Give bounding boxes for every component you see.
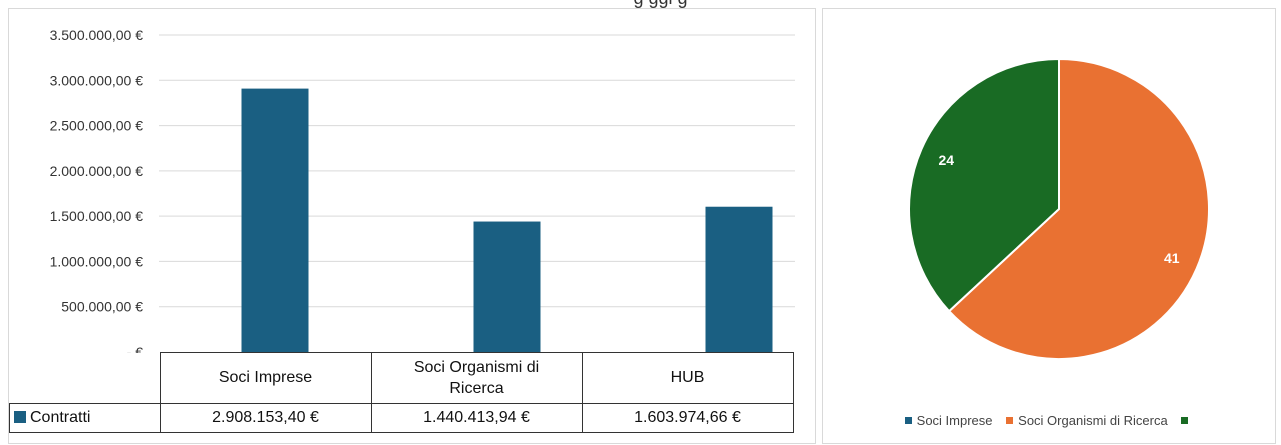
chart-title-clipped: g ggi g: [0, 0, 1281, 8]
y-tick-label: 2.500.000,00 €: [50, 118, 144, 134]
pie-data-label-1: 41: [1164, 250, 1180, 266]
legend-swatch-1: [1006, 417, 1014, 424]
bar-1: [473, 221, 541, 352]
y-tick-label: 1.500.000,00 €: [50, 208, 144, 224]
bar-0: [241, 88, 309, 352]
data-table-header-row: Soci Imprese Soci Organismi di Ricerca H…: [9, 352, 794, 404]
legend-item-1: Soci Organismi di Ricerca: [1006, 413, 1168, 428]
y-tick-label: 3.500.000,00 €: [50, 27, 144, 43]
category-label-1: Soci Organismi di Ricerca: [370, 352, 583, 404]
data-table: Soci Imprese Soci Organismi di Ricerca H…: [9, 352, 794, 433]
bar-chart-panel: 3.500.000,00 € 3.000.000,00 € 2.500.000,00…: [8, 8, 816, 444]
y-tick-label: 2.000.000,00 €: [50, 163, 144, 179]
bar-2: [705, 206, 773, 352]
y-tick-label: 1.000.000,00 €: [50, 253, 144, 269]
legend-item-2: [1181, 413, 1193, 428]
series-legend-cell: Contratti: [9, 403, 161, 433]
pie-legend: Soci Imprese Soci Organismi di Ricerca: [823, 413, 1275, 428]
value-label-2: 1.603.974,66 €: [581, 403, 794, 433]
pie-data-label-2: 24: [938, 152, 954, 168]
legend-swatch-0: [904, 417, 912, 424]
legend-swatch-2: [1181, 417, 1189, 424]
pie-slice-2: [908, 57, 1060, 313]
pie-chart: 41 24: [908, 57, 1210, 360]
value-label-0: 2.908.153,40 €: [159, 403, 372, 433]
y-tick-label: 3.000.000,00 €: [50, 72, 144, 88]
series-key-swatch: [14, 411, 26, 423]
series-name: Contratti: [30, 409, 91, 426]
y-tick-label: 500.000,00 €: [61, 299, 143, 315]
legend-item-0: Soci Imprese: [904, 413, 993, 428]
pie-chart-panel: 41 24 Soci Imprese Soci Organismi di Rice…: [822, 8, 1276, 444]
category-label-0: Soci Imprese: [159, 352, 372, 404]
y-tick-label: - €: [127, 344, 144, 353]
bar-chart: 3.500.000,00 € 3.000.000,00 € 2.500.000,00…: [50, 27, 795, 353]
data-table-values-row: Contratti 2.908.153,40 € 1.440.413,94 € …: [9, 403, 794, 433]
pie-slice-1: [947, 57, 1210, 360]
value-label-1: 1.440.413,94 €: [370, 403, 583, 433]
data-table-corner: [9, 352, 161, 404]
category-label-2: HUB: [581, 352, 794, 404]
